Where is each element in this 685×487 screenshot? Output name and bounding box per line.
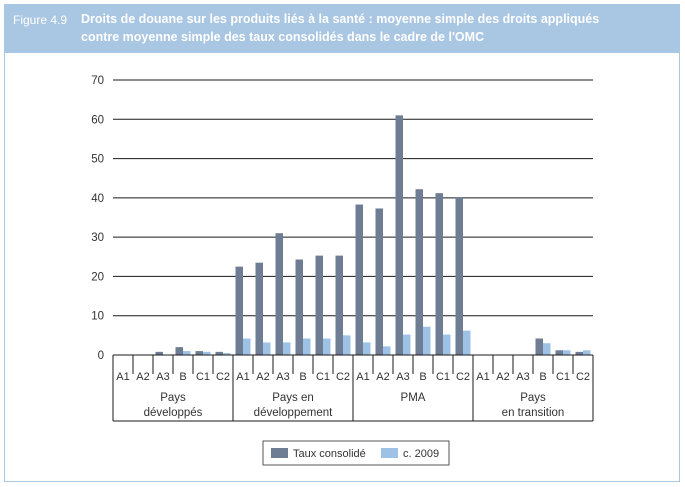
bar-c2009	[423, 326, 431, 355]
y-tick-label: 30	[91, 232, 104, 244]
legend-label-c2009: c. 2009	[403, 448, 439, 460]
bar-c2009	[243, 338, 251, 355]
figure-frame: Figure 4.9 Droits de douane sur les prod…	[4, 4, 680, 482]
y-tick-label: 50	[91, 154, 104, 166]
bar-c2009	[183, 351, 191, 355]
x-tick-label: A3	[396, 371, 409, 383]
x-tick-label: A2	[496, 371, 509, 383]
bar-taux-consolide	[555, 350, 563, 355]
bar-taux-consolide	[435, 193, 443, 355]
figure-title-line2: contre moyenne simple des taux consolidé…	[81, 30, 485, 44]
y-tick-label: 40	[91, 193, 104, 205]
x-tick-label: C1	[556, 371, 570, 383]
group-label-line1: Pays en	[272, 392, 314, 404]
x-tick-label: B	[179, 371, 186, 383]
bar-c2009	[323, 338, 331, 355]
bar-c2009	[443, 334, 451, 355]
y-tick-label: 60	[91, 114, 104, 126]
x-tick-label: C2	[216, 371, 230, 383]
y-tick-label: 10	[91, 311, 104, 323]
legend-swatch-taux-consolide	[271, 448, 288, 458]
group-label-line2: développement	[254, 407, 333, 419]
x-tick-label: B	[419, 371, 426, 383]
bar-taux-consolide	[255, 262, 263, 355]
bar-taux-consolide	[375, 208, 383, 355]
x-tick-label: B	[539, 371, 546, 383]
y-tick-label: 20	[91, 271, 104, 283]
group-label-line1: Pays	[520, 392, 546, 404]
group-label-line2: développés	[144, 407, 203, 419]
bar-c2009	[263, 342, 271, 355]
x-tick-label: C2	[456, 371, 470, 383]
bar-c2009	[283, 342, 291, 355]
x-tick-label: B	[299, 371, 306, 383]
bar-taux-consolide	[195, 351, 203, 355]
bar-c2009	[543, 343, 551, 355]
legend-swatch-c2009	[381, 448, 398, 458]
bar-taux-consolide	[395, 115, 403, 355]
bar-taux-consolide	[175, 347, 183, 355]
bar-c2009	[303, 338, 311, 355]
group-label-line2: en transition	[502, 407, 565, 419]
bar-taux-consolide	[355, 204, 363, 355]
bar-c2009	[583, 350, 591, 355]
bar-taux-consolide	[335, 255, 343, 355]
y-tick-label: 70	[91, 75, 104, 87]
bar-taux-consolide	[415, 189, 423, 355]
x-tick-label: C1	[436, 371, 450, 383]
bar-c2009	[343, 335, 351, 355]
bar-c2009	[203, 351, 211, 355]
figure-label: Figure 4.9	[13, 13, 68, 27]
bar-c2009	[403, 334, 411, 355]
bar-c2009	[363, 342, 371, 355]
bar-taux-consolide	[295, 259, 303, 355]
bar-taux-consolide	[315, 255, 323, 355]
legend-label-taux-consolide: Taux consolidé	[293, 448, 366, 460]
x-tick-label: A3	[156, 371, 169, 383]
figure-title-line1: Droits de douane sur les produits liés à…	[81, 12, 600, 26]
bar-c2009	[383, 346, 391, 355]
x-tick-label: C2	[336, 371, 350, 383]
x-tick-label: A2	[256, 371, 269, 383]
x-tick-label: A2	[136, 371, 149, 383]
group-label-line1: Pays	[160, 392, 186, 404]
x-tick-label: A3	[276, 371, 289, 383]
x-tick-label: A2	[376, 371, 389, 383]
bar-taux-consolide	[575, 351, 583, 355]
bar-c2009	[463, 330, 471, 355]
bar-taux-consolide	[215, 351, 223, 355]
bar-taux-consolide	[155, 351, 163, 355]
x-tick-label: A1	[116, 371, 129, 383]
bar-taux-consolide	[535, 338, 543, 355]
legend-box	[262, 440, 450, 466]
y-tick-label: 0	[98, 350, 104, 362]
x-tick-label: C1	[316, 371, 330, 383]
x-tick-label: A1	[236, 371, 249, 383]
bar-c2009	[563, 350, 571, 355]
bar-c2009	[223, 353, 231, 355]
x-tick-label: A3	[516, 371, 529, 383]
bar-taux-consolide	[455, 197, 463, 355]
x-tick-label: C1	[196, 371, 210, 383]
group-label: PMA	[401, 392, 426, 404]
bar-taux-consolide	[235, 266, 243, 355]
x-tick-label: A1	[356, 371, 369, 383]
x-tick-label: A1	[476, 371, 489, 383]
figure-header: Figure 4.9 Droits de douane sur les prod…	[5, 5, 679, 53]
x-tick-label: C2	[576, 371, 590, 383]
bar-taux-consolide	[275, 233, 283, 355]
